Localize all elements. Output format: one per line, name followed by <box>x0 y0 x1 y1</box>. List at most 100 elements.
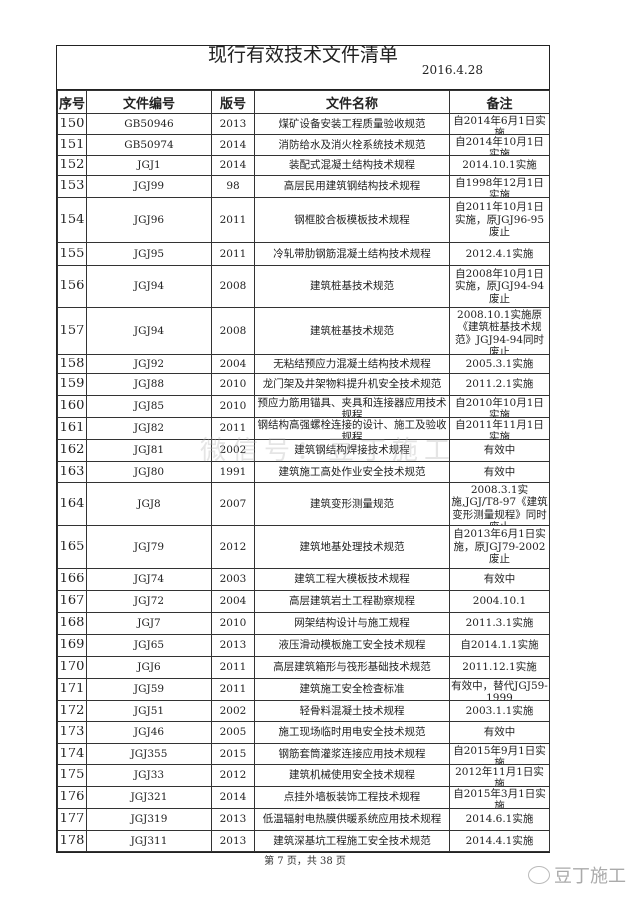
name-cell-text: 钢框胶合板模板技术规程 <box>294 213 410 226</box>
code-cell: JGJ81 <box>86 439 212 462</box>
version-cell-text: 2015 <box>219 747 247 760</box>
code-cell: JGJ99 <box>86 175 212 198</box>
name-cell-text: 无粘结预应力混凝土结构技术规程 <box>273 357 431 370</box>
seq-cell-text: 168 <box>59 617 85 630</box>
table-row: 152 JGJ1 2014 装配式混凝土结构技术规程 2014.10.1实施 <box>57 155 550 176</box>
code-cell-text: JGJ80 <box>133 465 165 478</box>
code-cell-text: JGJ88 <box>133 378 165 391</box>
version-cell: 2008 <box>211 307 255 355</box>
seq-cell-text: 174 <box>59 747 85 761</box>
version-cell-text: 2002 <box>219 704 247 717</box>
code-cell-text: GB50946 <box>124 117 174 130</box>
note-cell-text: 自2014年10月1日实施 <box>455 135 544 155</box>
note-cell-text: 自2008年10月1日实施，原JGJ94-94废止 <box>454 267 545 305</box>
note-cell-text: 2012年11月1日实施 <box>455 765 544 786</box>
version-cell: 2008 <box>211 265 255 308</box>
note-cell-text: 自2014.1.1实施 <box>460 639 539 652</box>
name-cell-text: 装配式混凝土结构技术规程 <box>289 159 415 172</box>
code-cell-text: JGJ6 <box>137 661 161 674</box>
code-cell: JGJ74 <box>86 568 212 591</box>
seq-cell-text: 164 <box>59 497 85 511</box>
table-row: 155 JGJ95 2011 冷轧带肋钢筋混凝土结构技术规程 2012.4.1实施 <box>57 242 550 266</box>
version-cell: 2010 <box>211 612 255 635</box>
version-cell-text: 2013 <box>219 813 247 826</box>
table-row: 177 JGJ319 2013 低温辐射电热膜供暖系统应用技术规程 2014.6.1实施 <box>57 808 550 831</box>
note-cell: 2005.3.1实施 <box>449 354 550 374</box>
note-cell: 2008.3.1实施,JGJ/T8-97《建筑变形测量规程》同时废止 <box>449 482 550 526</box>
name-cell-text: 建筑施工高处作业安全技术规范 <box>278 465 426 478</box>
version-cell-text: 2008 <box>219 324 247 337</box>
seq-cell-text: 153 <box>59 180 85 193</box>
code-cell-text: JGJ311 <box>130 834 168 847</box>
version-cell-text: 2011 <box>219 683 247 696</box>
note-cell: 有效中 <box>449 461 550 483</box>
name-cell-text: 建筑地基处理技术规范 <box>299 540 405 553</box>
seq-cell-text: 176 <box>59 791 85 804</box>
name-cell: 建筑变形测量规范 <box>254 482 450 526</box>
table-header-row: 序号 文件编号 版号 文件名称 备注 <box>57 90 550 114</box>
version-cell: 2013 <box>211 830 255 852</box>
table-row: 160 JGJ85 2010 预应力筋用锚具、夹具和连接器应用技术规程 自2010年10… <box>57 395 550 418</box>
version-cell-text: 98 <box>226 180 240 193</box>
name-cell-text: 建筑深基坑工程施工安全技术规范 <box>273 834 431 847</box>
name-cell: 建筑工程大模板技术规程 <box>254 568 450 591</box>
table-row: 150 GB50946 2013 煤矿设备安装工程质量验收规范 自2014年6月1日实施 <box>57 113 550 135</box>
version-cell-text: 2004 <box>219 595 247 608</box>
note-cell: 自2014年6月1日实施 <box>449 113 550 135</box>
note-cell: 有效中 <box>449 568 550 591</box>
version-cell: 2004 <box>211 354 255 374</box>
note-cell: 2012.4.1实施 <box>449 242 550 266</box>
seq-cell: 170 <box>57 656 87 679</box>
header-seq: 序号 <box>57 90 87 114</box>
seq-cell-text: 154 <box>59 213 85 227</box>
seq-cell: 153 <box>57 175 87 198</box>
note-cell: 自2014年10月1日实施 <box>449 134 550 156</box>
code-cell: JGJ33 <box>86 764 212 787</box>
code-cell: JGJ80 <box>86 461 212 483</box>
note-cell-text: 2011.2.1实施 <box>465 378 534 391</box>
name-cell: 钢结构高强螺栓连接的设计、施工及验收规程 <box>254 417 450 440</box>
table-row: 161 JGJ82 2011 钢结构高强螺栓连接的设计、施工及验收规程 自2011年11… <box>57 417 550 440</box>
code-cell: JGJ46 <box>86 721 212 744</box>
name-cell-text: 施工现场临时用电安全技术规范 <box>278 726 426 739</box>
note-cell-text: 2003.1.1实施 <box>465 704 534 717</box>
version-cell: 2005 <box>211 721 255 744</box>
name-cell-text: 建筑变形测量规范 <box>310 497 394 510</box>
code-cell: JGJ8 <box>86 482 212 526</box>
table-row: 173 JGJ46 2005 施工现场临时用电安全技术规范 有效中 <box>57 721 550 744</box>
seq-cell: 163 <box>57 461 87 483</box>
version-cell: 2012 <box>211 525 255 569</box>
version-cell: 2012 <box>211 764 255 787</box>
seq-cell-text: 152 <box>59 159 85 172</box>
table-row: 178 JGJ311 2013 建筑深基坑工程施工安全技术规范 2014.4.1实施 <box>57 830 550 852</box>
version-cell: 2010 <box>211 395 255 418</box>
seq-cell-text: 150 <box>59 117 85 131</box>
document-table-sheet: 现行有效技术文件清单 2016.4.28 序号 文件编号 版号 文件名称 备注 … <box>56 44 550 853</box>
note-cell-text: 2008.3.1实施,JGJ/T8-97《建筑变形测量规程》同时废止 <box>451 483 548 525</box>
version-cell: 2011 <box>211 656 255 679</box>
seq-cell: 172 <box>57 700 87 722</box>
version-cell-text: 2014 <box>219 138 247 151</box>
name-cell-text: 钢筋套筒灌浆连接应用技术规程 <box>278 747 426 760</box>
seq-cell-text: 172 <box>59 704 85 718</box>
name-cell-text: 龙门架及井架物料提升机安全技术规范 <box>262 378 442 391</box>
name-cell: 高层民用建筑钢结构技术规程 <box>254 175 450 198</box>
seq-cell-text: 151 <box>59 138 85 152</box>
name-cell: 高层建筑岩土工程勘察规程 <box>254 590 450 613</box>
name-cell-text: 冷轧带肋钢筋混凝土结构技术规程 <box>273 247 431 260</box>
seq-cell-text: 160 <box>59 400 85 413</box>
seq-cell-text: 165 <box>59 540 85 554</box>
seq-cell-text: 177 <box>59 813 85 826</box>
code-cell: JGJ72 <box>86 590 212 613</box>
name-cell: 煤矿设备安装工程质量验收规范 <box>254 113 450 135</box>
version-cell-text: 2014 <box>219 791 247 804</box>
code-cell: JGJ6 <box>86 656 212 679</box>
seq-cell: 166 <box>57 568 87 591</box>
name-cell-text: 高层民用建筑钢结构技术规程 <box>283 180 421 193</box>
seq-cell: 158 <box>57 354 87 374</box>
name-cell-text: 建筑钢结构焊接技术规程 <box>294 444 410 457</box>
version-cell: 2013 <box>211 808 255 831</box>
code-cell: JGJ7 <box>86 612 212 635</box>
version-cell-text: 2011 <box>219 213 247 226</box>
version-cell-text: 2003 <box>219 573 247 586</box>
